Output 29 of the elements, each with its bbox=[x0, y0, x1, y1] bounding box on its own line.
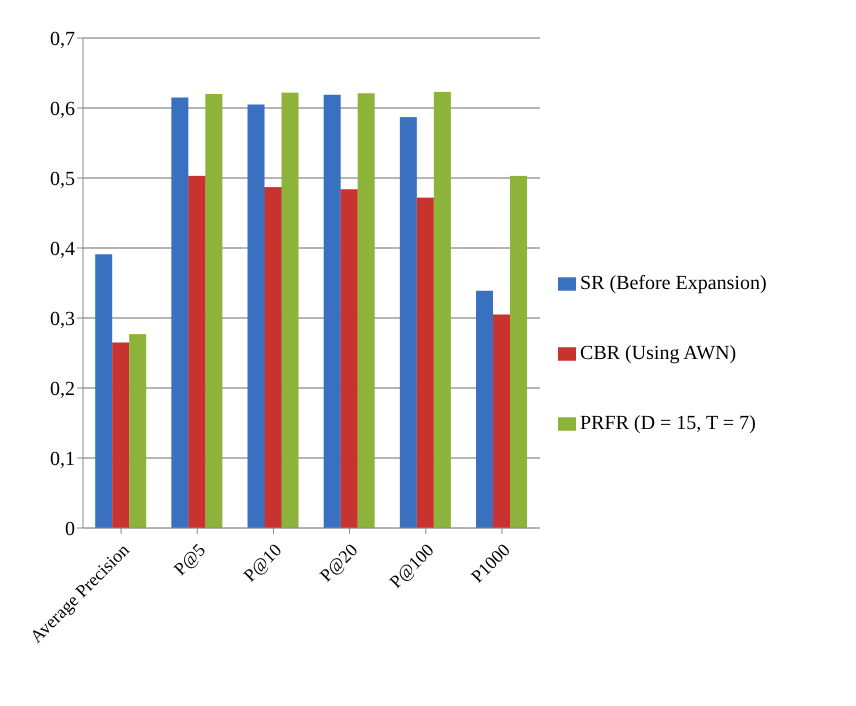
bar bbox=[171, 98, 188, 528]
bar bbox=[248, 104, 265, 528]
legend-label: SR (Before Expansion) bbox=[580, 272, 767, 294]
y-tick-label: 0 bbox=[65, 518, 75, 540]
bar bbox=[434, 92, 451, 528]
bar bbox=[358, 93, 375, 528]
bar bbox=[400, 117, 417, 528]
y-tick-label: 0,7 bbox=[50, 28, 75, 50]
bar bbox=[340, 189, 358, 528]
y-tick-label: 0,2 bbox=[50, 378, 75, 400]
bar bbox=[264, 187, 282, 528]
y-tick-label: 0,6 bbox=[50, 98, 75, 120]
y-tick-label: 0,1 bbox=[50, 448, 75, 470]
y-tick-label: 0,5 bbox=[50, 168, 75, 190]
bar bbox=[476, 290, 494, 528]
bar bbox=[282, 92, 299, 528]
legend-label: CBR (Using AWN) bbox=[580, 342, 736, 364]
bar bbox=[129, 334, 146, 528]
bar bbox=[510, 176, 528, 528]
bar bbox=[324, 94, 341, 528]
legend-label: PRFR (D = 15, T = 7) bbox=[580, 412, 756, 434]
bar bbox=[416, 198, 434, 528]
bar bbox=[95, 254, 112, 528]
bar bbox=[205, 94, 222, 528]
y-tick-label: 0,4 bbox=[50, 238, 75, 260]
bar bbox=[188, 176, 206, 528]
bar bbox=[112, 342, 130, 528]
bar bbox=[493, 314, 510, 528]
y-tick-label: 0,3 bbox=[50, 308, 75, 330]
